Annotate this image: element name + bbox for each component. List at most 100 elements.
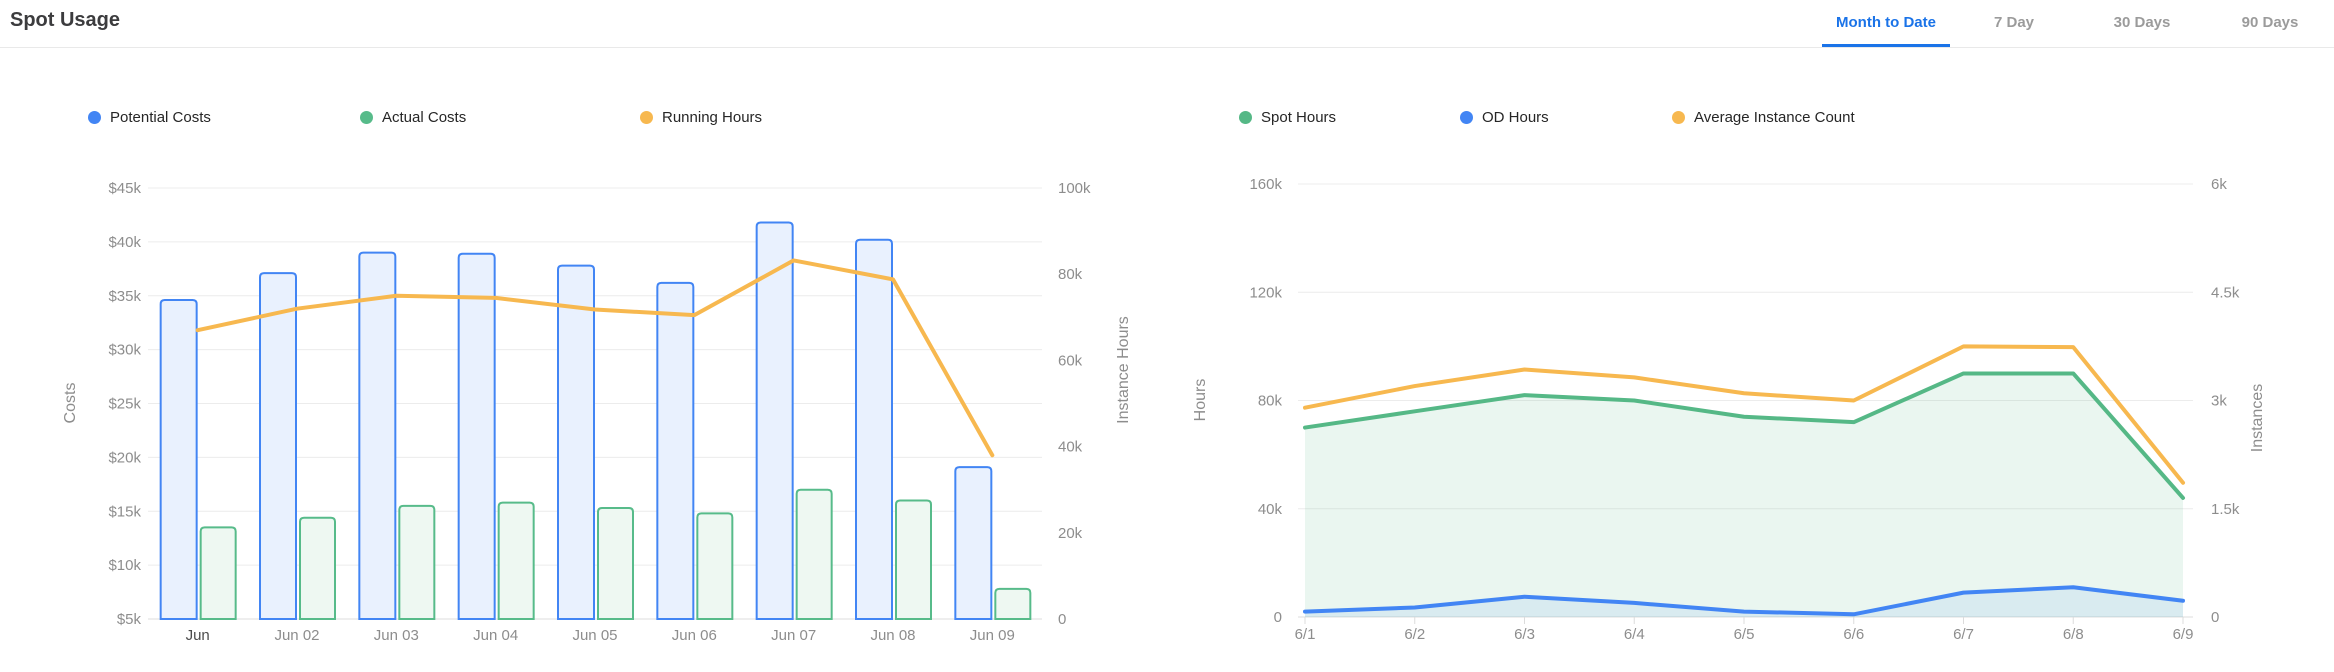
bar-potential-costs[interactable] xyxy=(656,281,695,620)
bar-potential-costs[interactable] xyxy=(954,466,993,620)
tab-30-days[interactable]: 30 Days xyxy=(2113,14,2171,31)
x-axis-label: Jun xyxy=(186,627,210,644)
right-axis-tick-label: 1.5k xyxy=(2211,501,2240,518)
y-axis-tick-label: 80k xyxy=(1258,393,1283,410)
x-axis-label: Jun 06 xyxy=(672,627,717,644)
legend-dot-actual-costs xyxy=(360,111,373,124)
bar-actual-costs[interactable] xyxy=(497,501,535,620)
legend-item-actual-costs[interactable]: Actual Costs xyxy=(360,109,466,126)
legend-dot-average-instance-count xyxy=(1672,111,1685,124)
bar-potential-costs[interactable] xyxy=(855,238,893,620)
legend-dot-od-hours xyxy=(1460,111,1473,124)
x-axis-label: Jun 09 xyxy=(970,627,1015,644)
x-axis-label: Jun 07 xyxy=(771,627,816,644)
bar-actual-costs[interactable] xyxy=(994,587,1032,620)
x-axis-label: 6/6 xyxy=(1843,626,1864,643)
y-axis-tick-label: 40k xyxy=(1258,501,1283,518)
bar-actual-costs[interactable] xyxy=(398,504,436,620)
y-axis-tick-label: $5k xyxy=(117,611,142,628)
line-running-hours[interactable] xyxy=(195,258,995,458)
legend-dot-running-hours xyxy=(640,111,653,124)
right-axis-tick-label: 0 xyxy=(1058,611,1066,628)
x-axis-label: 6/5 xyxy=(1734,626,1755,643)
costs-chart-panel: $5k $10k $15k $20k $25k $30k $35k $40k $45k 0 20k 4… xyxy=(0,48,1170,672)
legend-item-spot-hours[interactable]: Spot Hours xyxy=(1239,109,1336,126)
bar-potential-costs[interactable] xyxy=(557,264,595,620)
legend-label: OD Hours xyxy=(1482,109,1549,126)
bar-actual-costs[interactable] xyxy=(299,516,336,620)
area-spot-hours xyxy=(1305,373,2183,617)
bar-actual-costs[interactable] xyxy=(895,499,932,620)
x-axis-label: Jun 08 xyxy=(870,627,915,644)
bar-potential-costs[interactable] xyxy=(159,299,198,620)
legend-item-running-hours[interactable]: Running Hours xyxy=(640,109,762,126)
right-axis-tick-label: 6k xyxy=(2211,176,2227,193)
costs-chart: $5k $10k $15k $20k $25k $30k $35k $40k $45k 0 20k 4… xyxy=(62,180,1132,644)
x-axis-label: 6/9 xyxy=(2173,626,2194,643)
legend-dot-spot-hours xyxy=(1239,111,1252,124)
hours-chart: 0 40k 80k 120k 160k 0 1.5k 3k 4.5k 6k Hours Instanc… xyxy=(1192,176,2266,643)
right-axis-title-instance-hours: Instance Hours xyxy=(1115,316,1132,424)
x-axis-label: 6/7 xyxy=(1953,626,1974,643)
y-axis-tick-label: $10k xyxy=(108,557,141,574)
legend-item-average-instance-count[interactable]: Average Instance Count xyxy=(1672,109,1855,126)
legend-item-od-hours[interactable]: OD Hours xyxy=(1460,109,1549,126)
tab-month-to-date[interactable]: Month to Date xyxy=(1822,0,1950,47)
legend-label: Actual Costs xyxy=(382,109,467,126)
right-axis-tick-label: 3k xyxy=(2211,393,2227,410)
series-potential-costs xyxy=(159,221,993,620)
line-average-instance-count[interactable] xyxy=(1303,344,2185,485)
right-axis-tick-label: 0 xyxy=(2211,609,2219,626)
y-axis-title-hours: Hours xyxy=(1192,379,1209,422)
bar-actual-costs[interactable] xyxy=(696,512,734,620)
y-axis-tick-label: 120k xyxy=(1249,284,1282,301)
x-axis-label: 6/8 xyxy=(2063,626,2084,643)
page-title: Spot Usage xyxy=(10,9,121,31)
right-axis-tick-label: 100k xyxy=(1058,180,1091,197)
x-axis-label: 6/1 xyxy=(1295,626,1316,643)
x-axis-label: Jun 02 xyxy=(274,627,319,644)
y-axis-tick-label: 0 xyxy=(1274,609,1282,626)
header: Spot Usage Month to Date 7 Day 30 Days 90 D… xyxy=(0,0,2334,48)
y-axis-tick-label: $15k xyxy=(108,503,141,520)
right-axis-tick-label: 60k xyxy=(1058,352,1083,369)
right-axis-title-instances: Instances xyxy=(2249,384,2266,452)
legend-label: Running Hours xyxy=(662,109,763,126)
tab-7-day[interactable]: 7 Day xyxy=(1993,14,2035,31)
right-axis-tick-label: 20k xyxy=(1058,525,1083,542)
y-axis-tick-label: $40k xyxy=(108,234,141,251)
y-axis-tick-label: $30k xyxy=(108,342,141,359)
legend-label: Average Instance Count xyxy=(1694,109,1855,126)
right-axis-tick-label: 80k xyxy=(1058,266,1083,283)
right-axis-tick-label: 40k xyxy=(1058,439,1083,456)
series-actual-costs xyxy=(199,488,1032,620)
bar-actual-costs[interactable] xyxy=(199,526,237,620)
bar-actual-costs[interactable] xyxy=(795,488,833,620)
x-axis-label: 6/4 xyxy=(1624,626,1645,643)
tab-90-days[interactable]: 90 Days xyxy=(2241,14,2299,31)
x-axis-label: 6/2 xyxy=(1404,626,1425,643)
y-axis-tick-label: $45k xyxy=(108,180,141,197)
x-axis-label: 6/3 xyxy=(1514,626,1535,643)
time-range-tabs: Month to Date 7 Day 30 Days 90 Days xyxy=(1822,0,2334,47)
bar-potential-costs[interactable] xyxy=(755,221,794,620)
bar-potential-costs[interactable] xyxy=(358,251,397,620)
legend-item-potential-costs[interactable]: Potential Costs xyxy=(88,109,211,126)
y-axis-tick-label: $20k xyxy=(108,449,141,466)
y-axis-tick-label: 160k xyxy=(1249,176,1282,193)
legend-label: Potential Costs xyxy=(110,109,211,126)
legend-label: Spot Hours xyxy=(1261,109,1337,126)
bar-potential-costs[interactable] xyxy=(457,252,496,620)
bar-potential-costs[interactable] xyxy=(259,272,297,620)
y-axis-tick-label: $25k xyxy=(108,396,141,413)
x-axis-label: Jun 03 xyxy=(374,627,419,644)
line-od-hours[interactable] xyxy=(1303,585,2185,617)
legend-dot-potential-costs xyxy=(88,111,101,124)
x-axis-label: Jun 05 xyxy=(572,627,617,644)
bar-actual-costs[interactable] xyxy=(597,507,634,620)
line-spot-hours[interactable] xyxy=(1303,371,2185,500)
right-axis-tick-label: 4.5k xyxy=(2211,284,2240,301)
x-axis-label: Jun 04 xyxy=(473,627,518,644)
y-axis-tick-label: $35k xyxy=(108,288,141,305)
y-axis-title-costs: Costs xyxy=(62,383,79,424)
